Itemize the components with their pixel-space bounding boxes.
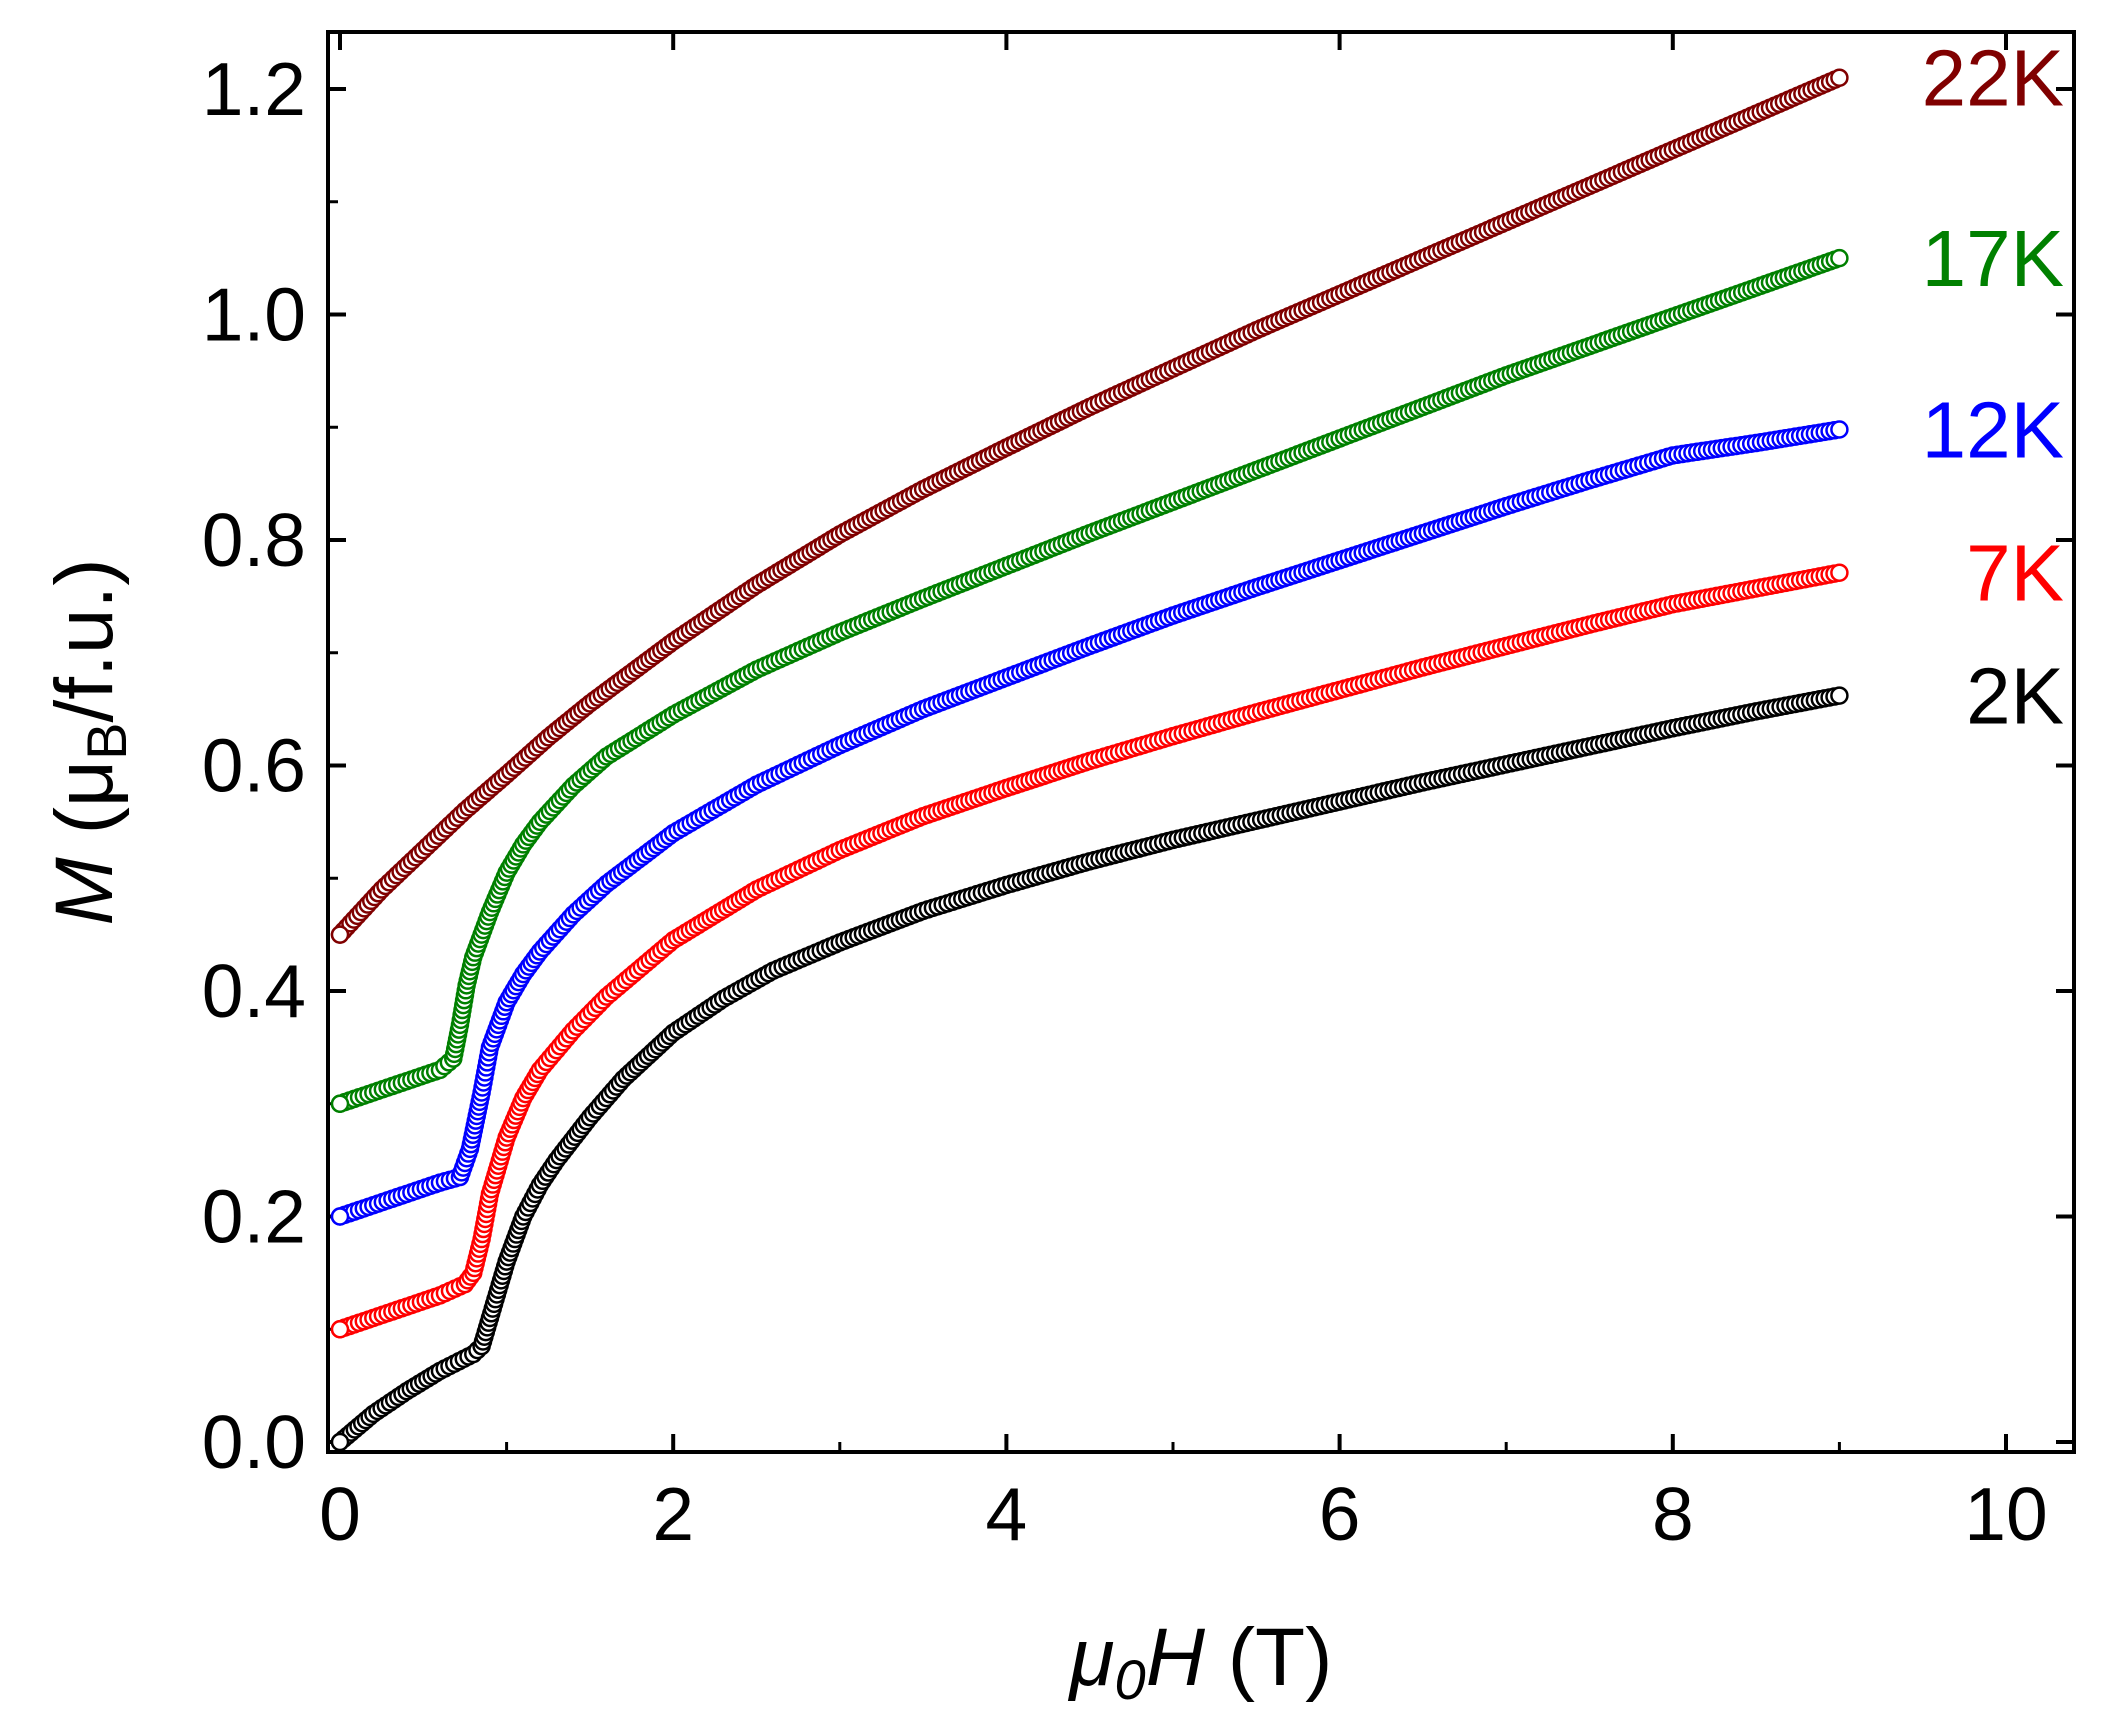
series-2K xyxy=(330,686,1849,1452)
x-axis: 0 2 4 6 8 10 xyxy=(319,32,2048,1556)
data-point xyxy=(1830,563,1849,582)
x-axis-title: μ0H (T) xyxy=(1068,1612,1333,1711)
data-point xyxy=(1830,420,1849,439)
y-tick-label: 0.2 xyxy=(202,1175,306,1259)
x-tick-label: 6 xyxy=(1319,1472,1361,1556)
plot-frame xyxy=(326,30,2076,1454)
data-point xyxy=(330,1320,350,1339)
series-22K xyxy=(330,68,1849,944)
series-17K xyxy=(330,248,1849,1113)
x-tick-label: 0 xyxy=(319,1472,361,1556)
x-tick-label: 2 xyxy=(652,1472,694,1556)
series-label-17K: 17K xyxy=(1922,214,2064,303)
series-7K xyxy=(330,563,1849,1339)
series-labels: 2K 7K 12K 17K 22K xyxy=(1922,34,2064,741)
data-point xyxy=(1830,248,1849,268)
y-tick-label: 0.4 xyxy=(202,949,306,1033)
series-12K xyxy=(330,420,1849,1226)
y-tick-label: 1.0 xyxy=(202,273,306,357)
x-tick-label: 10 xyxy=(1964,1472,2047,1556)
y-tick-label: 1.2 xyxy=(202,47,306,131)
y-tick-label: 0.6 xyxy=(202,724,306,808)
series-label-2K: 2K xyxy=(1966,652,2064,741)
y-tick-label: 0.0 xyxy=(202,1400,306,1484)
series-layer xyxy=(330,68,1849,1452)
data-point xyxy=(1830,68,1849,87)
y-tick-label: 0.8 xyxy=(202,498,306,582)
series-label-22K: 22K xyxy=(1922,34,2064,123)
data-point xyxy=(330,1094,350,1113)
x-tick-label: 4 xyxy=(986,1472,1028,1556)
series-label-12K: 12K xyxy=(1922,386,2064,475)
series-label-7K: 7K xyxy=(1966,529,2064,618)
data-point xyxy=(1830,686,1849,705)
x-tick-label: 8 xyxy=(1652,1472,1694,1556)
y-axis-title: M (μB/f.u.) xyxy=(39,558,138,925)
data-point xyxy=(330,925,350,944)
data-point xyxy=(330,1207,350,1226)
data-point xyxy=(330,1432,350,1452)
